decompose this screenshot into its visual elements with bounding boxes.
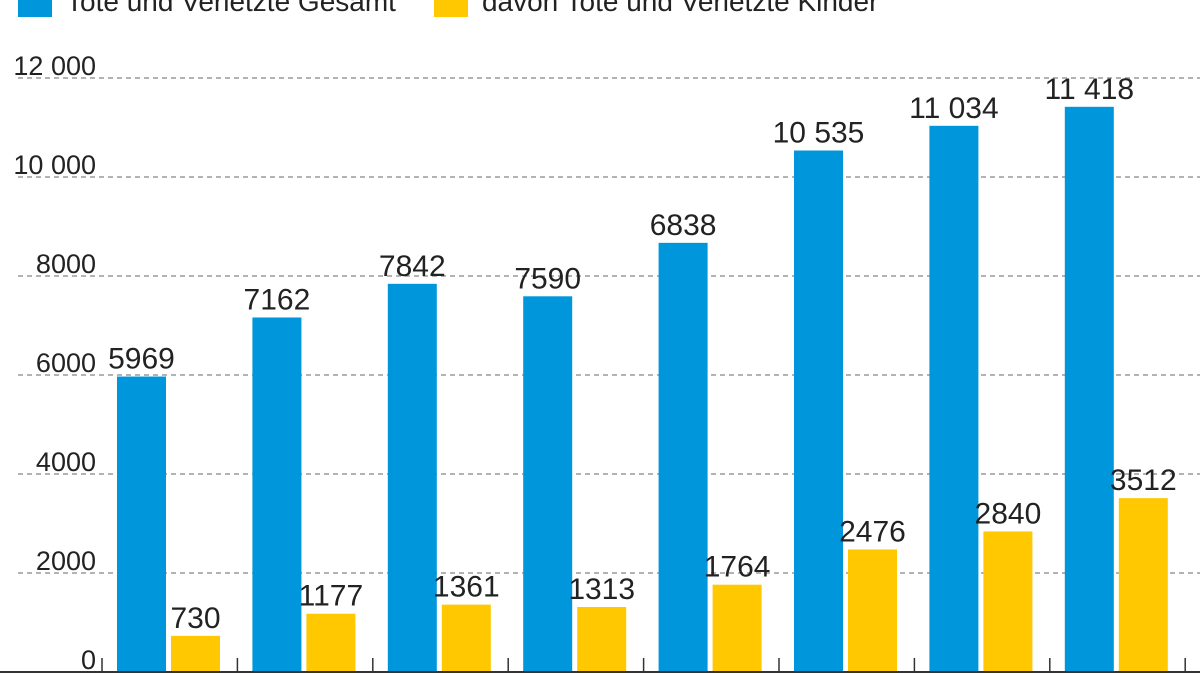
- legend-swatch-children: [433, 0, 468, 17]
- data-label-children: 1313: [568, 573, 635, 606]
- bar-children: [441, 604, 491, 672]
- legend-item-total: Tote und Verletzte Gesamt: [18, 0, 396, 18]
- legend-label-total: Tote und Verletzte Gesamt: [66, 0, 396, 17]
- data-label-total: 6838: [650, 209, 717, 242]
- y-tick-label: 2000: [36, 546, 96, 576]
- y-tick-label: 0: [81, 645, 96, 675]
- y-tick-label: 8000: [36, 249, 96, 279]
- data-label-children: 1361: [433, 571, 500, 604]
- data-label-total: 7162: [244, 283, 311, 316]
- bar-children: [1118, 498, 1168, 672]
- bar-total: [929, 125, 979, 672]
- data-label-total: 10 535: [773, 117, 865, 150]
- data-label-children: 1177: [299, 580, 364, 613]
- y-tick-label: 10 000: [13, 150, 96, 180]
- bar-children: [171, 635, 220, 672]
- data-label-children: 3512: [1110, 464, 1177, 497]
- bar-total: [1064, 106, 1114, 672]
- legend: Tote und Verletzte Gesamt davon Tote und…: [18, 0, 916, 18]
- bar-children: [577, 607, 627, 672]
- y-tick-label: 12 000: [13, 51, 96, 81]
- bar-children: [983, 531, 1033, 672]
- data-label-total: 11 418: [1045, 73, 1135, 106]
- bar-children: [306, 613, 356, 672]
- y-tick-label: 6000: [36, 348, 96, 378]
- data-label-children: 730: [170, 602, 220, 635]
- data-label-total: 11 034: [909, 92, 999, 125]
- legend-item-children: davon Tote und Verletzte Kinder: [433, 0, 879, 18]
- data-label-children: 1764: [704, 551, 771, 584]
- data-label-children: 2840: [975, 497, 1042, 530]
- bar-total: [658, 242, 708, 672]
- data-labels: 5969 730 7162 1177 7842 1361 7590 1313 6838 1764 1…: [108, 73, 1177, 635]
- legend-label-children: davon Tote und Verletzte Kinder: [481, 0, 879, 17]
- bar-children: [848, 549, 897, 672]
- bar-children: [712, 584, 762, 672]
- data-label-total: 7590: [514, 262, 581, 295]
- data-label-total: 5969: [108, 343, 175, 376]
- bar-total: [387, 283, 437, 672]
- y-axis-ticks: 0 2000 4000 6000 8000 10 000 12 000: [13, 51, 96, 675]
- bar-total: [794, 150, 843, 672]
- x-axis: [0, 658, 1200, 673]
- bar-total: [523, 296, 573, 672]
- bar-total: [117, 376, 166, 672]
- data-label-children: 2476: [839, 515, 906, 548]
- legend-swatch-total: [18, 0, 52, 17]
- bar-total: [252, 317, 302, 672]
- y-tick-label: 4000: [36, 447, 96, 477]
- data-label-total: 7842: [379, 250, 446, 283]
- bars: [117, 106, 1168, 672]
